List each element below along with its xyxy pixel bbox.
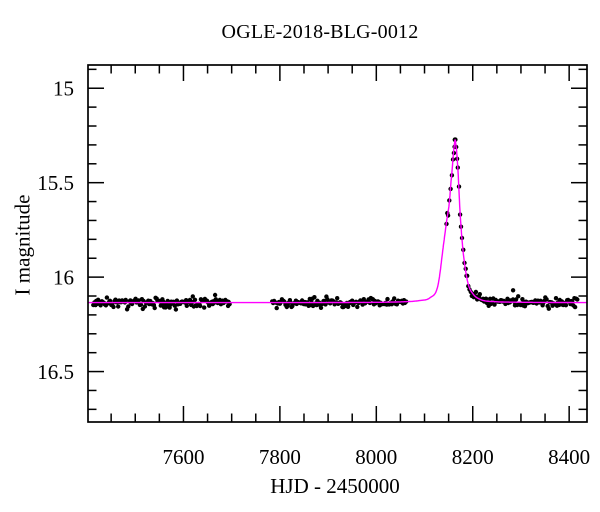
axis-ticks bbox=[88, 65, 587, 422]
chart-title: OGLE-2018-BLG-0012 bbox=[221, 21, 419, 43]
x-tick-label: 7600 bbox=[162, 445, 204, 469]
data-points bbox=[91, 137, 580, 312]
y-tick-label: 16.5 bbox=[37, 360, 74, 384]
axis-tick-labels: 7600 7800 8000 8200 8400 15 15.5 16 16.5 bbox=[37, 77, 590, 469]
model-curve bbox=[87, 139, 588, 304]
x-tick-label: 7800 bbox=[259, 445, 301, 469]
y-tick-label: 15.5 bbox=[37, 171, 74, 195]
x-tick-label: 8400 bbox=[548, 445, 590, 469]
plot-frame bbox=[87, 64, 588, 423]
y-axis-label: I magnitude bbox=[10, 194, 35, 296]
y-tick-label: 15 bbox=[53, 77, 74, 101]
x-axis-label: HJD - 2450000 bbox=[270, 474, 400, 498]
x-tick-label: 8200 bbox=[452, 445, 494, 469]
y-tick-label: 16 bbox=[53, 266, 74, 290]
x-tick-label: 8000 bbox=[355, 445, 397, 469]
